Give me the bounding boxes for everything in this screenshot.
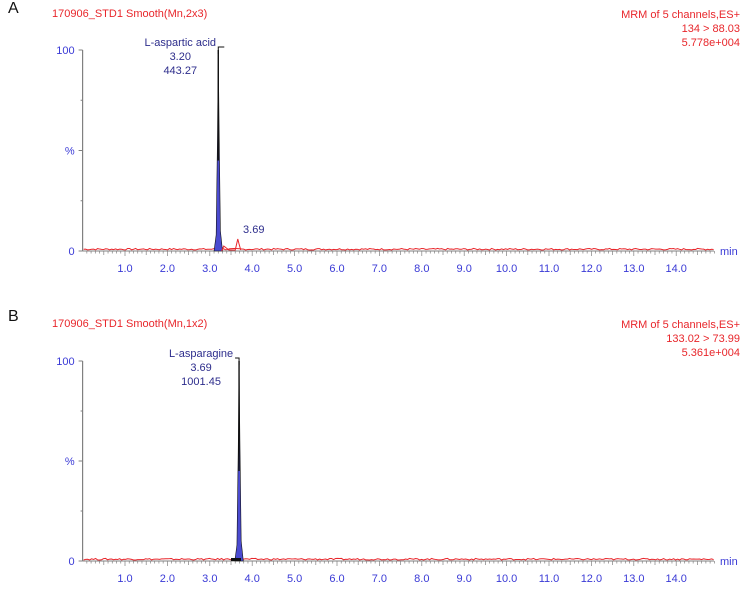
x-axis-tick-label: 13.0 [623, 573, 644, 585]
x-axis-tick-label: 3.0 [202, 263, 217, 275]
y-axis-label: 100 [56, 45, 74, 57]
x-axis-tick-label: 4.0 [245, 263, 260, 275]
panel-b-intensity: 5.361e+004 [681, 347, 740, 359]
panel-b-info: MRM of 5 channels,ES+ 133.02 > 73.99 5.3… [621, 318, 740, 360]
x-axis-tick-label: 14.0 [665, 263, 686, 275]
x-axis-tick-label: 5.0 [287, 263, 302, 275]
panel-a-transition: 134 > 88.03 [681, 23, 740, 35]
panel-a-info: MRM of 5 channels,ES+ 134 > 88.03 5.778e… [621, 8, 740, 50]
x-axis-tick-label: 12.0 [581, 263, 602, 275]
x-axis-tick-label: 1.0 [117, 263, 132, 275]
peak-name-label: L-aspartic acid [145, 37, 217, 49]
x-axis-tick-label: 10.0 [496, 263, 517, 275]
y-axis-label: 0 [68, 556, 74, 568]
x-axis-tick-label: 13.0 [623, 263, 644, 275]
x-axis-tick-label: 1.0 [117, 573, 132, 585]
x-axis-tick-label: 5.0 [287, 573, 302, 585]
x-axis-tick-label: 9.0 [457, 573, 472, 585]
x-axis-tick-label: 8.0 [414, 573, 429, 585]
panel-b-transition: 133.02 > 73.99 [666, 333, 740, 345]
x-axis-tick-label: 6.0 [329, 263, 344, 275]
x-axis-tick-label: 2.0 [160, 263, 175, 275]
panel-b-scan-mode: MRM of 5 channels,ES+ [621, 319, 740, 331]
panel-b-plot: 100% 0 1.0 2.0 3.0 4.0 5.0 6.0 7.0 8.0 9.0 10.0 11.0… [56, 348, 737, 585]
peak-area-label: 1001.45 [181, 376, 221, 388]
x-axis-tick-label: 14.0 [665, 573, 686, 585]
x-axis-tick-label: 4.0 [245, 573, 260, 585]
x-axis-tick-label: 6.0 [329, 573, 344, 585]
panel-a-scan-mode: MRM of 5 channels,ES+ [621, 9, 740, 21]
x-axis-tick-label: 10.0 [496, 573, 517, 585]
x-axis-tick-label: 8.0 [414, 263, 429, 275]
y-axis-label: % [65, 456, 75, 468]
x-axis-tick-label: 3.0 [202, 573, 217, 585]
x-axis-unit: min [720, 556, 738, 568]
panel-a-plot: 100% 0 1.0 2.0 3.0 4.0 5.0 6.0 7.0 8.0 9.0 10.0 11.0… [56, 37, 737, 275]
panel-b-letter: B [8, 308, 19, 325]
peak-area-label: 443.27 [163, 65, 197, 77]
x-axis-tick-label: 11.0 [539, 573, 560, 585]
panel-b-title: 170906_STD1 Smooth(Mn,1x2) [52, 318, 208, 330]
panel-a-intensity: 5.778e+004 [681, 37, 740, 49]
peak-rt-label: 3.20 [170, 51, 191, 63]
x-axis-tick-label: 2.0 [160, 573, 175, 585]
x-axis-tick-label: 7.0 [372, 573, 387, 585]
minor-peak-label: 3.69 [243, 224, 264, 236]
y-axis-label: 0 [68, 246, 74, 258]
y-axis-label: 100 [56, 356, 74, 368]
panel-a-title: 170906_STD1 Smooth(Mn,2x3) [52, 8, 208, 20]
x-axis-tick-label: 11.0 [539, 263, 560, 275]
x-axis-unit: min [720, 246, 738, 258]
x-axis-tick-label: 12.0 [581, 573, 602, 585]
x-axis-tick-label: 7.0 [372, 263, 387, 275]
panel-a-letter: A [8, 0, 19, 17]
y-axis-label: % [65, 146, 75, 158]
x-axis-tick-label: 9.0 [457, 263, 472, 275]
peak-rt-label: 3.69 [190, 362, 211, 374]
peak-name-label: L-asparagine [169, 348, 233, 360]
